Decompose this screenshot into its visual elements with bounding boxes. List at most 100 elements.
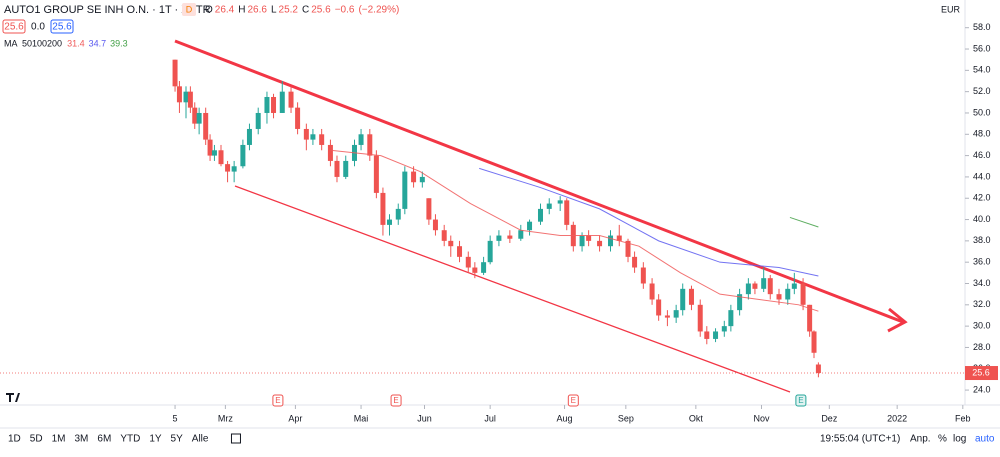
candle-body	[481, 262, 487, 273]
event-label: E	[275, 396, 280, 405]
range-button[interactable]: YTD	[120, 434, 140, 445]
candle-body	[271, 96, 277, 113]
candle-body	[172, 59, 178, 87]
event-label: E	[393, 396, 398, 405]
box	[2, 19, 26, 34]
legend-name: 50	[22, 38, 32, 48]
upper-trend-line	[174, 39, 904, 324]
badge: D	[186, 4, 193, 14]
candle-body	[183, 91, 189, 103]
candle-body	[800, 283, 806, 305]
candle-body	[745, 283, 751, 295]
ohlc-label: H	[238, 5, 245, 16]
candle-body	[472, 267, 478, 273]
box	[50, 19, 74, 34]
candle-body	[537, 208, 543, 222]
x-tick-label: Mrz	[218, 413, 233, 423]
option-button[interactable]: auto	[975, 434, 995, 445]
option-button[interactable]: log	[953, 434, 966, 445]
option-button[interactable]: Anp.	[910, 434, 931, 445]
candle-body	[713, 331, 719, 339]
candle-body	[196, 112, 202, 124]
price-label-bg	[965, 366, 998, 381]
event-marker	[567, 394, 579, 407]
candle-body	[395, 208, 401, 220]
candle-body	[187, 91, 193, 108]
ohlc-value: 26.6	[247, 5, 267, 16]
y-tick-label: 48.0	[973, 129, 991, 139]
range-button[interactable]: 5D	[30, 434, 43, 445]
candle-body	[616, 235, 622, 241]
x-tick-label: Jun	[417, 413, 432, 423]
candle-body	[557, 200, 563, 204]
range-button[interactable]: Alle	[192, 434, 209, 445]
candle-body	[343, 160, 349, 177]
candle-body	[586, 235, 592, 241]
event-label: E	[798, 396, 803, 405]
y-tick-label: 36.0	[973, 257, 991, 267]
candle-body	[507, 235, 513, 239]
candle-body	[240, 144, 246, 167]
y-tick-label: 24.0	[973, 384, 991, 394]
y-tick-label: 30.0	[973, 321, 991, 331]
ohlc-label: C	[302, 5, 309, 16]
symbol: AUTO1 GROUP SE INH O.N. · 1T · XETR	[4, 4, 211, 16]
logo	[6, 393, 20, 402]
lower-trend-line	[234, 185, 791, 393]
candle-body	[697, 304, 703, 332]
y-tick-label: 56.0	[973, 43, 991, 53]
x-tick-label: Okt	[689, 413, 704, 423]
candle-body	[487, 240, 493, 263]
candle-body	[815, 364, 821, 374]
candle-body	[496, 235, 502, 241]
candle-body	[457, 246, 463, 257]
y-tick-label: 42.0	[973, 193, 991, 203]
candle-body	[231, 166, 237, 172]
candle-body	[518, 230, 524, 239]
x-tick-label: Sep	[618, 413, 634, 423]
range-button[interactable]: 3M	[75, 434, 89, 445]
trend-lines	[174, 39, 908, 393]
candle-body	[608, 235, 614, 247]
candle-body	[752, 283, 758, 289]
candle-body	[310, 134, 316, 140]
candle-body	[632, 256, 638, 268]
range-button[interactable]: 5Y	[171, 434, 184, 445]
candle-body	[721, 326, 727, 332]
candle-body	[207, 139, 213, 156]
candle-body	[387, 219, 393, 225]
calendar-icon[interactable]	[230, 433, 241, 444]
candle-body	[432, 219, 438, 231]
candle-body	[279, 91, 285, 113]
candle-body	[448, 240, 454, 247]
legend-value: 39.3	[110, 38, 128, 48]
legend-name: 200	[47, 38, 62, 48]
candle-body	[255, 112, 261, 129]
x-tick-label: Nov	[753, 413, 770, 423]
candle-body	[680, 288, 686, 311]
ma-line	[330, 149, 819, 312]
candle-body	[761, 278, 767, 289]
candle-body	[441, 230, 447, 241]
option-button[interactable]: %	[938, 434, 947, 445]
candle-body	[564, 200, 570, 225]
candle-body	[656, 299, 662, 316]
candle-body	[767, 278, 773, 295]
candle-body	[688, 288, 694, 305]
legend-value: 34.7	[89, 38, 107, 48]
event-label: E	[571, 396, 576, 405]
range-button[interactable]: 1M	[52, 434, 66, 445]
range-button[interactable]: 1D	[8, 434, 21, 445]
candle-body	[319, 134, 325, 145]
ohlc-label: O	[205, 5, 213, 16]
badge-bg	[182, 3, 196, 16]
candle-body	[211, 150, 217, 156]
box-text: 25.6	[4, 22, 24, 33]
ohlc-value: 25.2	[279, 5, 299, 16]
event-marker	[390, 394, 402, 407]
y-tick-label: 32.0	[973, 299, 991, 309]
range-button[interactable]: 6M	[97, 434, 111, 445]
range-button[interactable]: 1Y	[149, 434, 162, 445]
y-tick-label: 38.0	[973, 235, 991, 245]
